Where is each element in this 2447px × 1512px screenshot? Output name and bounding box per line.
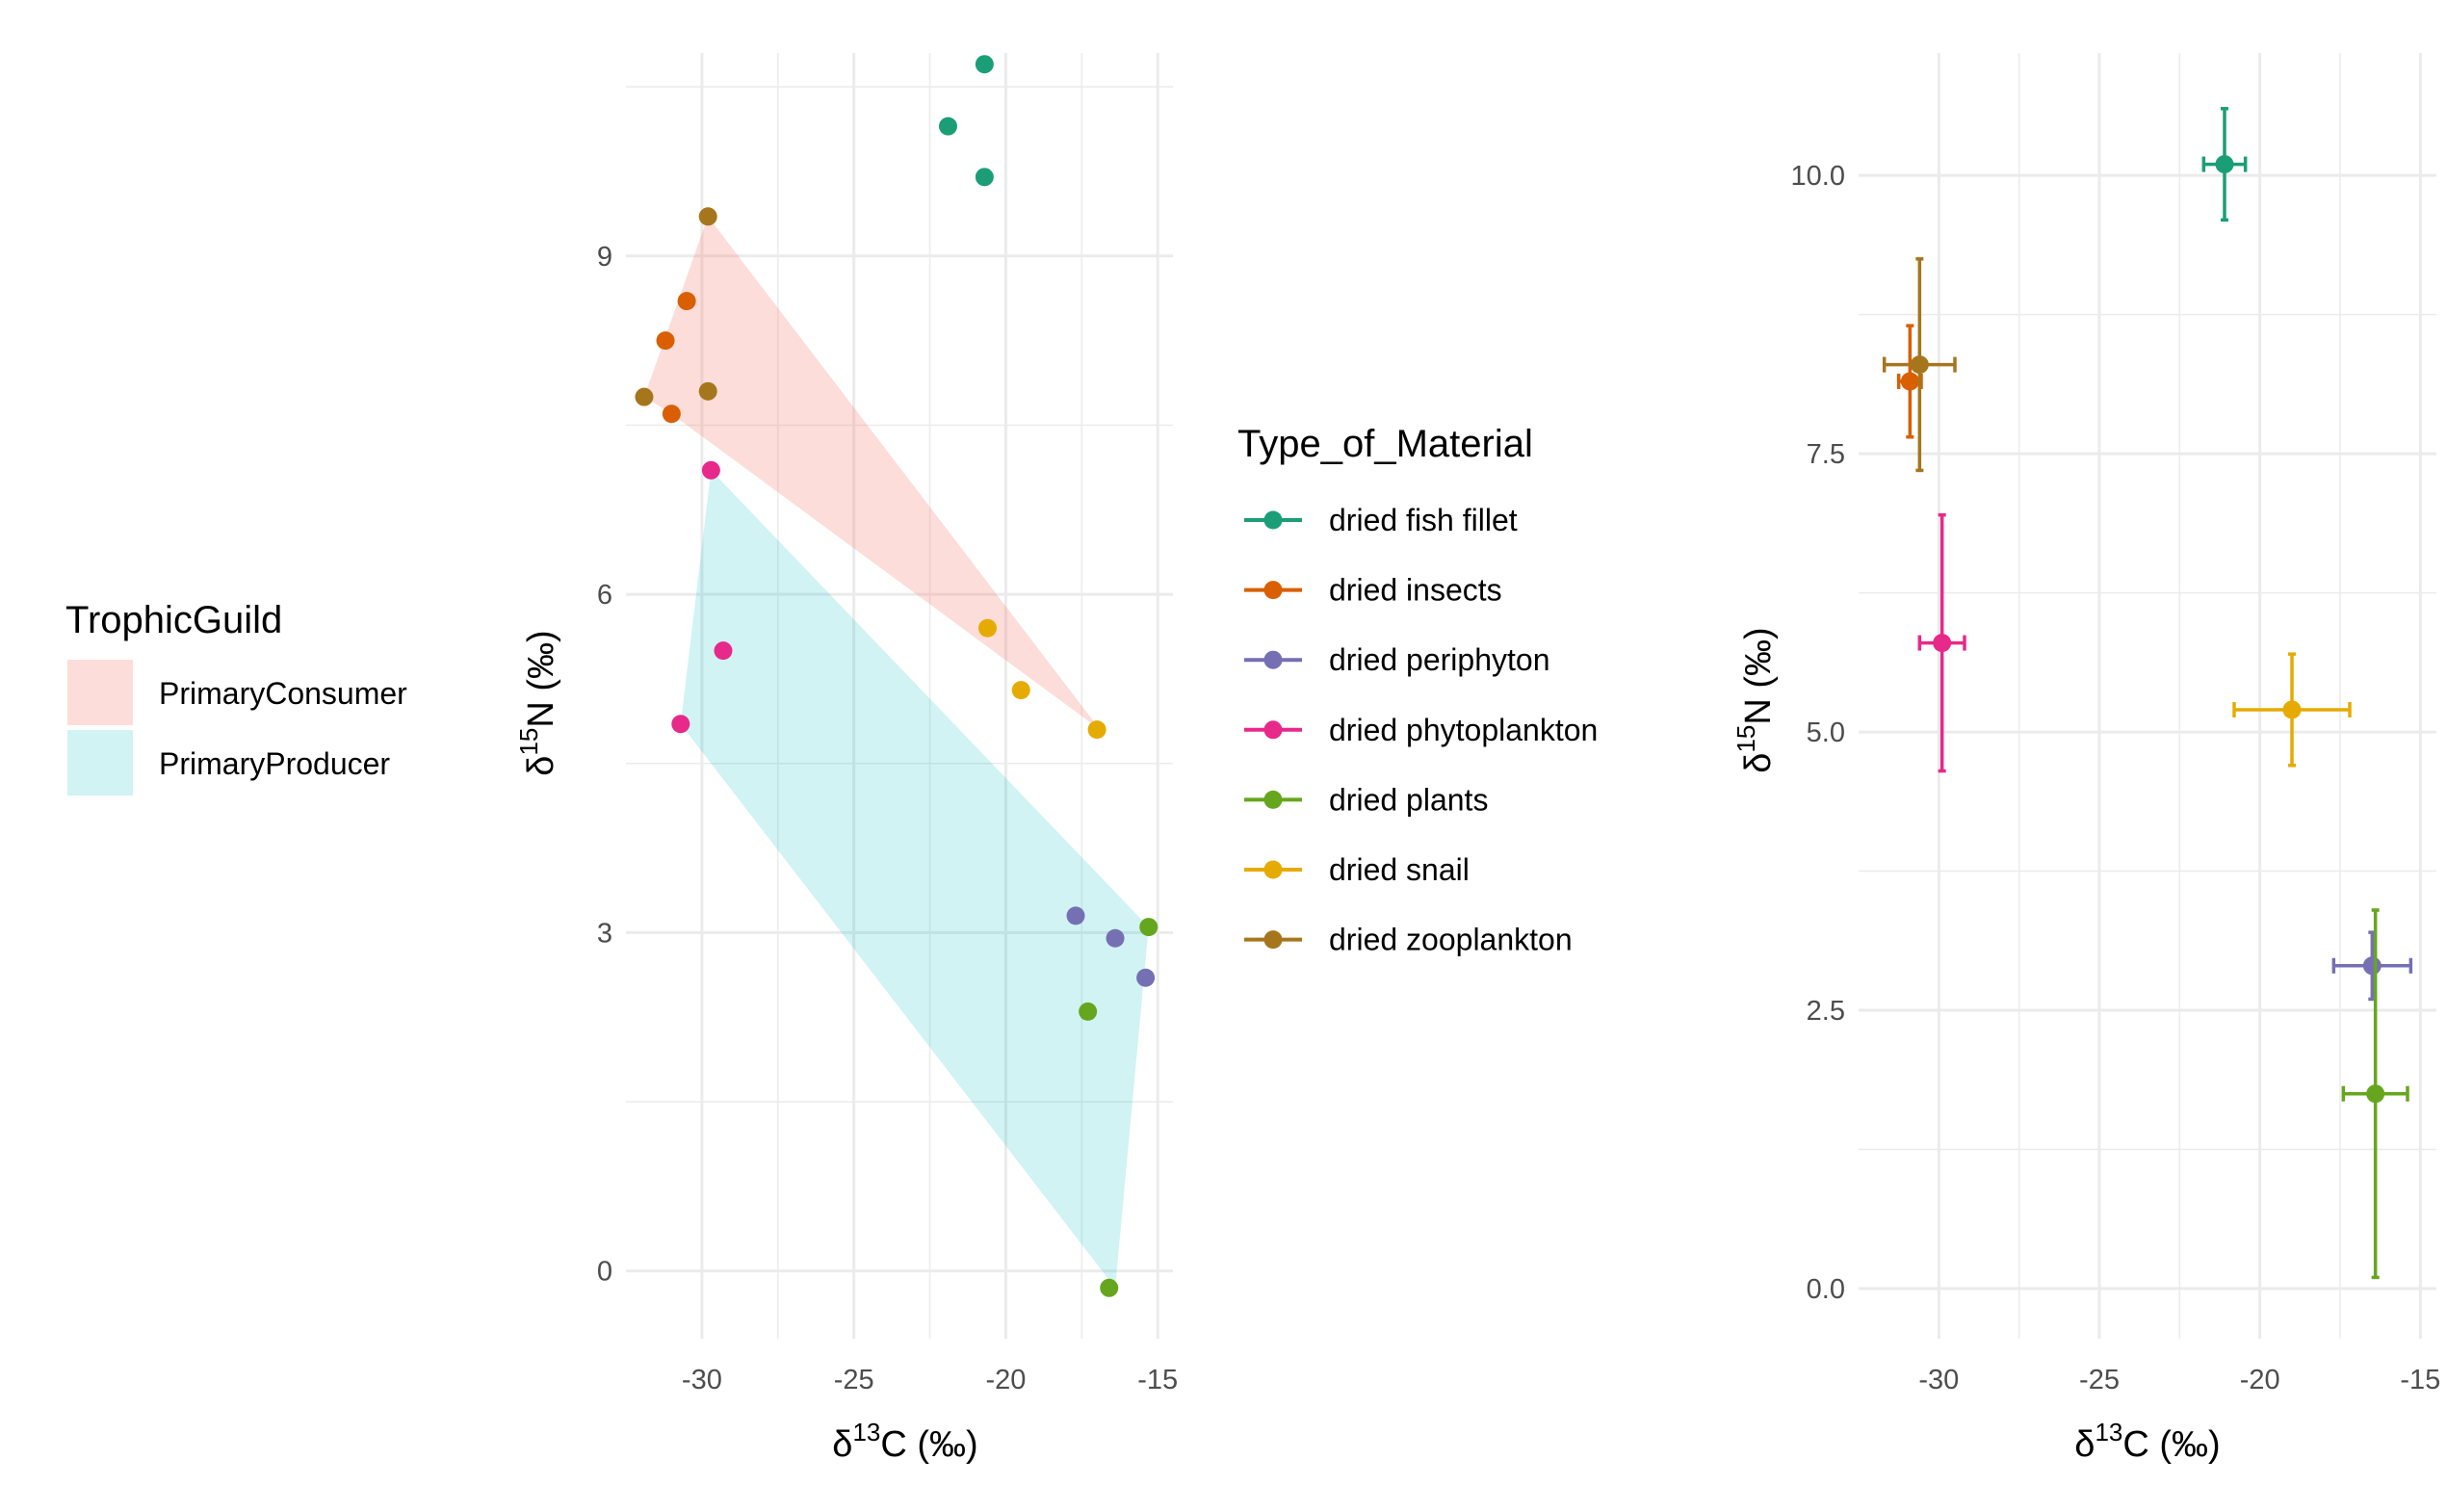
legend-label: dried insects: [1329, 573, 1502, 608]
right-y-axis-title: δ15N (‰): [1731, 627, 1779, 772]
y-tick-label: 10.0: [1791, 161, 1845, 192]
legend-label-primary-consumer: PrimaryConsumer: [159, 676, 407, 711]
mean-point-dried-zooplankton: [1910, 355, 1929, 375]
point-dried-phytoplankton: [671, 715, 690, 734]
mean-point-dried-snail: [2282, 700, 2302, 719]
x-tick-label: -25: [2079, 1365, 2120, 1395]
legend-item-dried-plants: dried plants: [1244, 782, 1488, 817]
errorbar-dried-snail: [2232, 652, 2352, 768]
point-dried-plants: [1079, 1002, 1098, 1021]
right-panel: -30 -25 -20 -15 0.0 2.5 5.0 7.5 10.0 δ13C (‰) δ1…: [1731, 53, 2440, 1465]
point-dried-fish-fillet: [938, 117, 957, 136]
point-dried-fish-fillet: [975, 55, 994, 74]
hull-primaryconsumer: [643, 216, 1101, 730]
x-tick-label: -25: [834, 1365, 874, 1395]
y-tick-label: 9: [597, 242, 612, 273]
left-panel-grid: [626, 53, 1173, 1339]
legend-key-point: [1263, 790, 1283, 809]
errorbar-dried-fish-fillet: [2201, 107, 2248, 222]
legend-guild-title: TrophicGuild: [65, 599, 282, 641]
right-panel-grid: [1859, 53, 2436, 1339]
legend-key-point: [1263, 581, 1283, 600]
left-panel-ticks: -30 -25 -20 -15 0 3 6 9: [597, 242, 1178, 1395]
point-dried-plants: [1139, 918, 1158, 937]
left-panel-points: [635, 55, 1158, 1297]
point-dried-snail: [1087, 720, 1106, 740]
y-tick-label: 7.5: [1807, 439, 1845, 470]
legend-label: dried plants: [1329, 782, 1488, 817]
x-tick-label: -30: [1918, 1365, 1959, 1395]
point-dried-snail: [978, 618, 998, 638]
point-dried-fish-fillet: [975, 168, 994, 187]
legend-trophic-guild: TrophicGuild PrimaryConsumer PrimaryProd…: [65, 599, 407, 795]
x-tick-label: -20: [985, 1365, 1026, 1395]
x-tick-label: -15: [1137, 1365, 1178, 1395]
point-dried-zooplankton: [635, 387, 654, 406]
left-x-axis-title: δ13C (‰): [832, 1418, 977, 1465]
mean-point-dried-fish-fillet: [2215, 155, 2234, 174]
legend-key-point: [1263, 510, 1283, 530]
y-tick-label: 0.0: [1807, 1274, 1845, 1305]
point-dried-zooplankton: [698, 207, 717, 226]
errorbar-dried-insects: [1896, 324, 1923, 439]
point-dried-insects: [656, 331, 675, 351]
point-dried-snail: [1011, 681, 1030, 700]
left-y-axis-title: δ15N (‰): [514, 630, 561, 775]
point-dried-insects: [662, 404, 681, 424]
mean-point-dried-insects: [1900, 372, 1919, 391]
legend-material-title: Type_of_Material: [1237, 423, 1533, 465]
legend-item-dried-insects: dried insects: [1244, 573, 1502, 608]
legend-label: dried periphyton: [1329, 642, 1549, 677]
legend-label: dried phytoplankton: [1329, 713, 1598, 747]
legend-key-point: [1263, 860, 1283, 879]
legend-item-dried-phytoplankton: dried phytoplankton: [1244, 713, 1598, 747]
mean-point-dried-plants: [2366, 1084, 2385, 1104]
right-panel-error-bars: [1882, 107, 2413, 1280]
mean-point-dried-phytoplankton: [1933, 634, 1952, 653]
mean-point-dried-periphyton: [2362, 956, 2382, 976]
legend-label: dried snail: [1329, 852, 1470, 887]
legend-item-dried-fish-fillet: dried fish fillet: [1244, 503, 1518, 537]
right-x-axis-title: δ13C (‰): [2074, 1418, 2220, 1465]
left-panel: -30 -25 -20 -15 0 3 6 9 δ13C (‰) δ15N (‰): [514, 53, 1178, 1465]
legend-swatch-primary-consumer: [67, 660, 133, 725]
point-dried-phytoplankton: [714, 641, 733, 661]
errorbar-dried-phytoplankton: [1917, 512, 1966, 773]
y-tick-label: 3: [597, 918, 612, 949]
point-dried-phytoplankton: [701, 460, 720, 480]
errorbar-dried-periphyton: [2331, 930, 2413, 1002]
legend-item-dried-snail: dried snail: [1244, 852, 1470, 887]
errorbar-dried-zooplankton: [1882, 257, 1957, 473]
legend-label-primary-producer: PrimaryProducer: [159, 746, 390, 781]
legend-key-point: [1263, 650, 1283, 669]
point-dried-insects: [677, 292, 696, 311]
right-panel-ticks: -30 -25 -20 -15 0.0 2.5 5.0 7.5 10.0: [1791, 161, 2441, 1395]
hull-primaryproducer: [680, 470, 1149, 1289]
errorbar-dried-plants: [2341, 908, 2409, 1280]
legend-swatch-primary-producer: [67, 730, 133, 795]
x-tick-label: -20: [2240, 1365, 2280, 1395]
legend-label: dried fish fillet: [1329, 503, 1518, 537]
legend-item-dried-periphyton: dried periphyton: [1244, 642, 1549, 677]
x-tick-label: -15: [2400, 1365, 2440, 1395]
x-tick-label: -30: [682, 1365, 722, 1395]
y-tick-label: 5.0: [1807, 717, 1845, 748]
legend-key-point: [1263, 720, 1283, 740]
legend-item-dried-zooplankton: dried zooplankton: [1244, 923, 1573, 957]
y-tick-label: 2.5: [1807, 996, 1845, 1027]
point-dried-periphyton: [1066, 906, 1085, 925]
left-panel-hulls: [643, 216, 1149, 1289]
legend-type-of-material: Type_of_Material dried fish fillet dried …: [1237, 423, 1598, 957]
y-tick-label: 6: [597, 580, 612, 611]
point-dried-plants: [1100, 1278, 1119, 1297]
y-tick-label: 0: [597, 1257, 612, 1288]
point-dried-zooplankton: [698, 381, 717, 401]
point-dried-periphyton: [1136, 968, 1156, 987]
legend-key-point: [1263, 930, 1283, 950]
point-dried-periphyton: [1106, 928, 1125, 948]
legend-label: dried zooplankton: [1329, 923, 1573, 957]
